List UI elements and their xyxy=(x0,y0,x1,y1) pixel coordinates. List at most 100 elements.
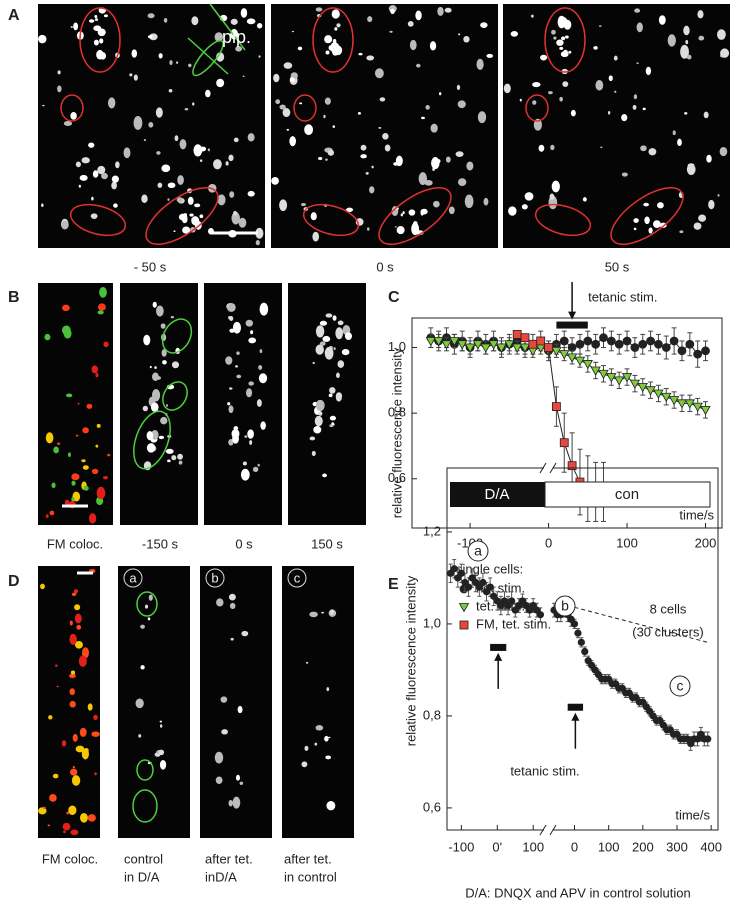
x-tick-label: 200 xyxy=(695,535,717,550)
plot-frame xyxy=(411,317,723,529)
blob xyxy=(679,230,684,234)
y-tick-label: 0,8 xyxy=(423,707,441,722)
blob xyxy=(582,197,587,202)
legend-marker xyxy=(458,603,470,613)
roi xyxy=(145,187,219,245)
blob xyxy=(325,158,328,161)
stim-arrowhead xyxy=(571,712,580,721)
annotation: tetanic stim. xyxy=(588,289,657,304)
blob xyxy=(640,145,647,152)
blob xyxy=(142,405,149,412)
blob xyxy=(444,7,452,13)
blob xyxy=(256,399,262,407)
stim-bar xyxy=(556,321,588,329)
blob xyxy=(648,148,657,156)
pipette-tip xyxy=(192,39,224,77)
blob xyxy=(146,443,156,453)
blob xyxy=(138,734,142,738)
blob xyxy=(325,755,332,760)
blob xyxy=(72,733,78,742)
data-point xyxy=(486,583,494,591)
blob xyxy=(556,39,564,46)
blob xyxy=(96,423,101,428)
blob xyxy=(158,435,165,440)
blob xyxy=(271,177,279,185)
blobs xyxy=(38,568,337,836)
blob xyxy=(344,332,353,340)
blob xyxy=(559,96,563,102)
blob xyxy=(42,104,45,107)
blob xyxy=(341,348,350,356)
blob xyxy=(315,344,324,355)
blob xyxy=(78,655,87,667)
blob xyxy=(143,334,151,346)
blob xyxy=(317,156,323,161)
blob xyxy=(144,604,149,609)
blob xyxy=(79,174,88,181)
blob xyxy=(456,84,461,91)
condition-label: con xyxy=(615,486,639,503)
panel-label: A xyxy=(8,7,20,24)
blob xyxy=(70,26,73,28)
blob xyxy=(250,330,254,335)
blob xyxy=(187,196,194,205)
blob xyxy=(45,514,49,519)
blob xyxy=(57,85,62,93)
blob xyxy=(79,812,88,823)
blob xyxy=(645,66,652,76)
blob xyxy=(227,402,231,406)
blob xyxy=(216,598,224,607)
blob xyxy=(458,33,461,36)
data-point xyxy=(661,343,671,352)
data-point xyxy=(701,346,710,356)
blob xyxy=(327,149,335,156)
blob xyxy=(171,455,177,461)
blob xyxy=(82,427,89,434)
blob xyxy=(719,146,728,157)
blob xyxy=(96,486,106,500)
note: (30 clusters) xyxy=(632,624,704,639)
blob xyxy=(233,137,239,143)
blob xyxy=(313,426,322,434)
blob xyxy=(486,53,494,58)
micrograph xyxy=(118,566,190,838)
blob xyxy=(480,22,488,29)
blob xyxy=(708,199,715,210)
blob xyxy=(168,88,173,93)
blob xyxy=(463,35,470,43)
stim-bar xyxy=(490,643,507,651)
pipette-label: pip. xyxy=(222,27,251,47)
blob xyxy=(633,94,638,100)
data-point xyxy=(457,340,468,350)
blob xyxy=(409,39,417,51)
blob xyxy=(38,34,47,44)
data-point xyxy=(433,337,444,347)
x-tick-label: 100 xyxy=(522,839,544,854)
data-point xyxy=(676,399,688,409)
blob xyxy=(407,21,414,27)
blob xyxy=(228,593,236,601)
data-point xyxy=(645,386,656,396)
blob xyxy=(57,442,61,445)
blob xyxy=(95,372,99,378)
blob xyxy=(66,393,73,398)
blob xyxy=(717,194,720,197)
blob xyxy=(389,30,393,33)
blob xyxy=(47,824,51,827)
blob xyxy=(150,402,159,413)
blob xyxy=(235,774,240,781)
caption: FM coloc. xyxy=(47,536,103,551)
caption: control xyxy=(124,851,163,866)
blob xyxy=(213,159,222,170)
blob xyxy=(395,155,403,167)
blob xyxy=(160,323,166,329)
footnote: D/A: DNQX and APV in control solution xyxy=(465,885,690,900)
blob xyxy=(325,50,330,55)
data-point xyxy=(590,366,601,376)
blob xyxy=(86,403,93,409)
blob xyxy=(658,15,666,25)
micrograph xyxy=(204,283,282,525)
blob xyxy=(217,194,226,206)
blob xyxy=(67,452,71,458)
blob xyxy=(91,196,94,201)
